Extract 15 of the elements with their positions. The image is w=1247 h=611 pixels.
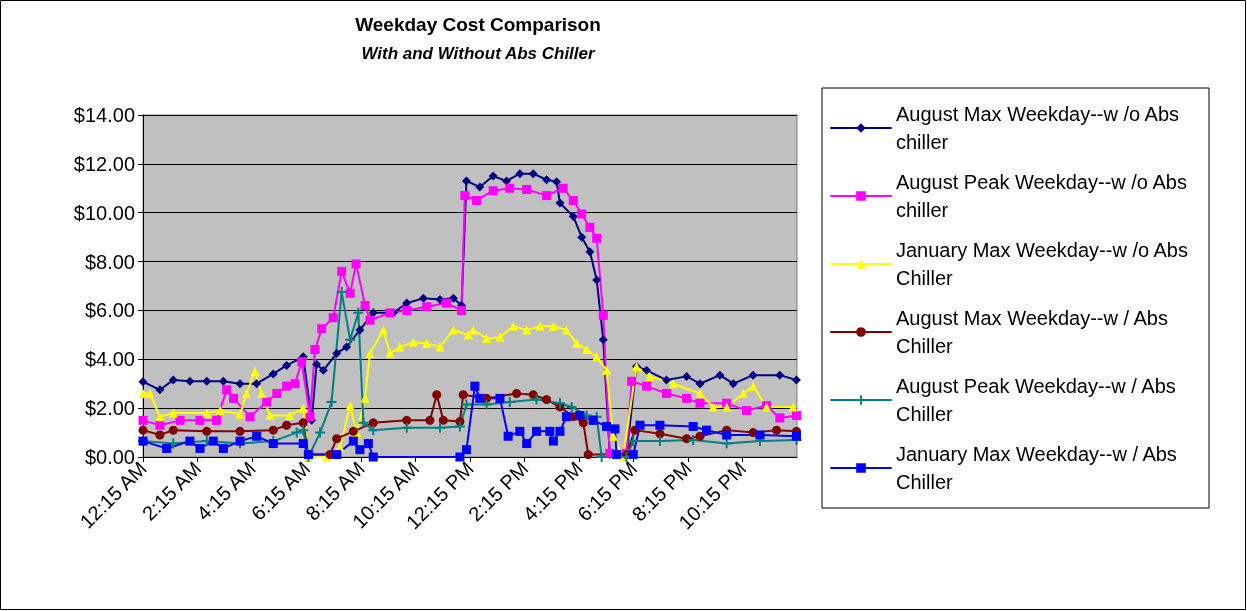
y-tick-label: $6.00 <box>84 299 135 322</box>
y-tick-label: $4.00 <box>84 348 135 371</box>
legend-label: January Max Weekday--w /o Abs Chiller <box>896 239 1194 289</box>
legend-label: August Max Weekday--w /o Abs chiller <box>896 103 1185 153</box>
y-tick-label: $12.00 <box>73 152 135 175</box>
y-tick-label: $10.00 <box>73 201 135 224</box>
chart-subtitle: With and Without Abs Chiller <box>361 44 597 63</box>
legend-label: August Peak Weekday--w /o Abs chiller <box>896 171 1193 221</box>
legend-label: August Max Weekday--w / Abs Chiller <box>896 307 1174 357</box>
legend-label: January Max Weekday--w / Abs Chiller <box>896 443 1183 493</box>
legend-label: August Peak Weekday--w / Abs Chiller <box>896 375 1182 425</box>
y-tick-label: $2.00 <box>84 397 135 420</box>
y-tick-label: $14.00 <box>73 104 135 126</box>
chart-title: Weekday Cost Comparison <box>355 14 601 35</box>
y-tick-label: $8.00 <box>84 250 135 273</box>
